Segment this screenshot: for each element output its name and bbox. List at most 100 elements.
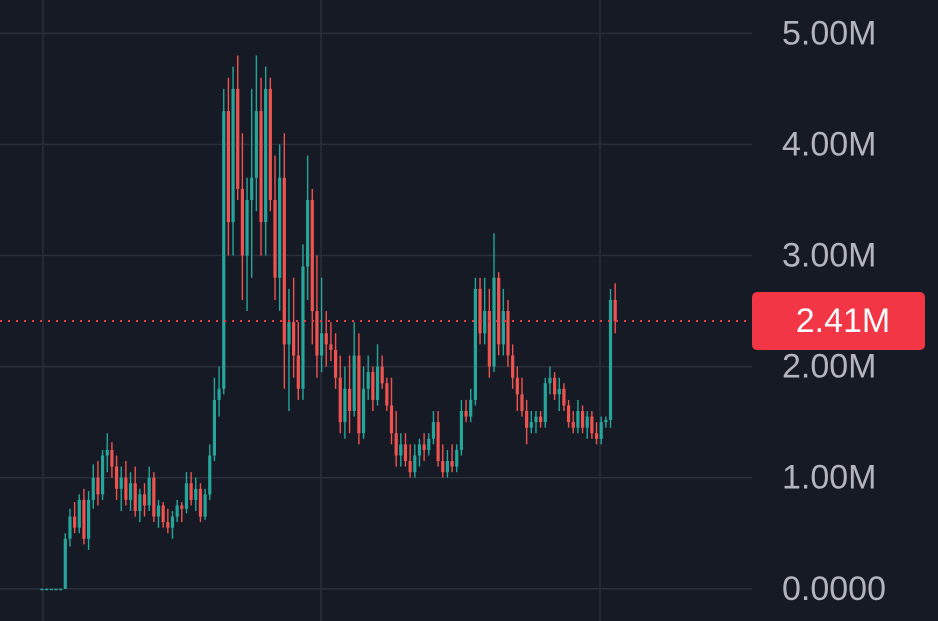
candle (250, 88, 254, 278)
candle (399, 433, 403, 467)
candle (40, 588, 44, 591)
candle (105, 433, 109, 473)
candle-body (441, 461, 445, 473)
candle (511, 344, 515, 389)
candle-body (264, 88, 268, 223)
candle (217, 366, 221, 417)
candle (166, 508, 170, 534)
candle (366, 355, 370, 400)
candle-body (553, 377, 557, 395)
y-tick-label: 3.00M (782, 237, 877, 275)
candle (590, 411, 594, 439)
candle (464, 399, 468, 423)
candle (301, 244, 305, 400)
candle-body (166, 522, 170, 528)
candle-body (529, 422, 533, 428)
candle-body (403, 444, 408, 462)
candle-body (324, 333, 328, 345)
candle (338, 355, 342, 434)
candle (124, 461, 128, 506)
candle-body (473, 288, 477, 400)
candle-body (338, 377, 342, 423)
candle-body (413, 455, 417, 473)
candle (352, 322, 356, 417)
candle-body (599, 422, 603, 439)
candle-body (431, 422, 436, 439)
candle-body (96, 477, 100, 495)
candle-body (156, 505, 161, 517)
candle-body (133, 483, 137, 512)
candle (329, 322, 333, 362)
y-tick-label: 5.00M (782, 14, 877, 52)
candle (100, 449, 105, 500)
candle (459, 399, 463, 456)
candle (539, 411, 543, 428)
candle-body (604, 419, 608, 423)
candle (138, 488, 142, 523)
candle-body (45, 588, 49, 591)
candle-body (371, 372, 375, 400)
candle (54, 588, 58, 591)
candle-body (329, 344, 333, 350)
candle-body (511, 355, 515, 378)
candle (469, 388, 473, 423)
candle (380, 355, 384, 389)
candle-body (189, 483, 193, 500)
candle (254, 55, 258, 212)
candle-body (68, 516, 72, 539)
candle (73, 502, 77, 534)
candle (515, 366, 519, 412)
candle (114, 455, 119, 500)
candle-body (180, 505, 184, 509)
candle-body (352, 355, 356, 412)
candle (292, 277, 296, 378)
candle-body (594, 433, 599, 439)
candle-body (170, 516, 175, 528)
candle (222, 88, 226, 395)
candle (189, 472, 193, 506)
candle-body (245, 199, 249, 256)
candle-body (361, 388, 366, 434)
candle-body (417, 444, 422, 456)
candle (240, 133, 244, 300)
candle-body (114, 466, 119, 489)
candle (231, 66, 235, 256)
candle (534, 411, 538, 434)
candle (96, 461, 100, 506)
candle-body (492, 277, 496, 367)
candle-body (497, 277, 501, 345)
candle (59, 588, 63, 591)
candle-body (124, 477, 128, 500)
candle (389, 377, 394, 445)
candle-body (557, 388, 561, 395)
candle-body (389, 405, 394, 434)
candle-body (613, 299, 617, 322)
candle-body (320, 333, 324, 356)
y-tick-label: 1.00M (782, 459, 877, 497)
candle (82, 488, 86, 545)
candle-body (422, 444, 426, 450)
candle-body (580, 411, 585, 428)
candle-body (347, 388, 352, 412)
candle (128, 472, 133, 512)
candle-body (525, 411, 529, 428)
candle (147, 466, 151, 512)
candle-body (119, 477, 123, 489)
candle (497, 272, 501, 356)
candle-body (427, 438, 431, 450)
candle-body (501, 311, 505, 345)
candle-body (194, 488, 198, 500)
candle (357, 333, 361, 445)
candle-body (566, 405, 571, 423)
candle-body (455, 449, 459, 467)
candle-body (208, 455, 212, 495)
candle-body (357, 355, 361, 434)
candle-body (40, 588, 44, 591)
candle (548, 366, 552, 395)
candle-body (147, 477, 151, 506)
candle (501, 288, 505, 356)
candle-body (73, 516, 77, 528)
candle (525, 399, 529, 445)
candle (571, 411, 575, 434)
